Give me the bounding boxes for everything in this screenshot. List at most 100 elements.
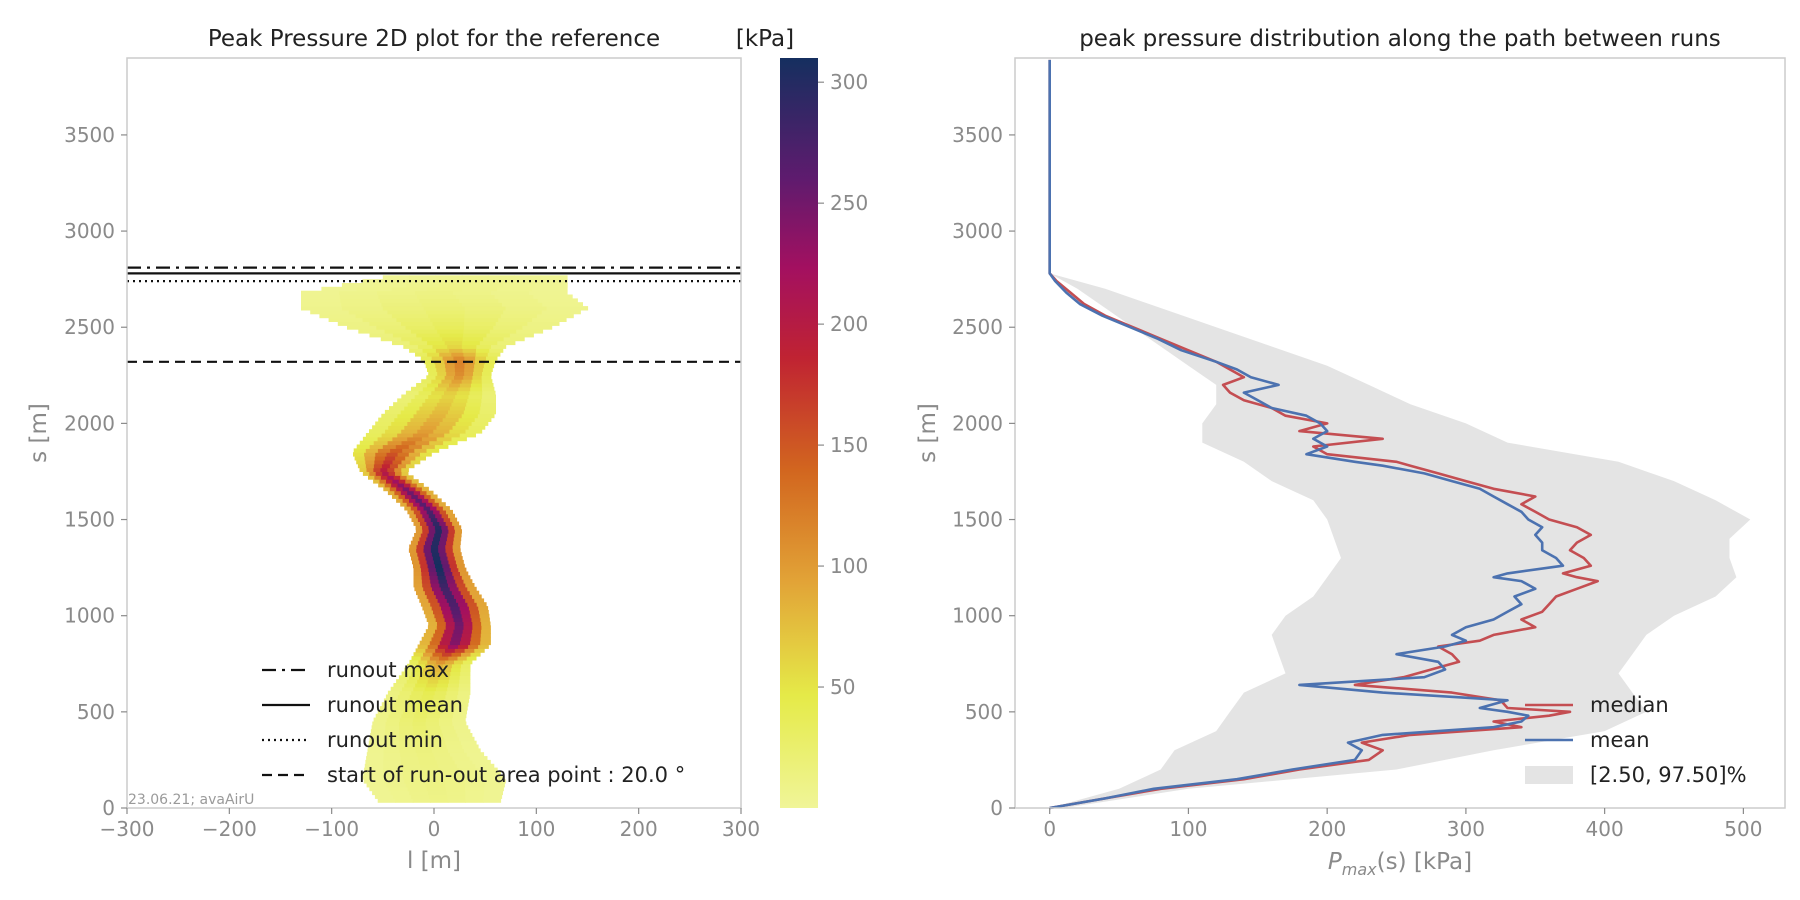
heatmap-cell	[411, 656, 422, 661]
heatmap-cell	[403, 344, 419, 349]
heatmap-cell	[381, 702, 395, 707]
heatmap-cell	[434, 444, 449, 449]
heatmap-cell	[464, 309, 504, 315]
heatmap-cell	[413, 667, 424, 672]
heatmap-cell	[423, 506, 431, 511]
heatmap-cell	[430, 702, 444, 707]
heatmap-cell	[419, 559, 428, 565]
heatmap-cell	[409, 790, 429, 796]
heatmap-cell	[435, 648, 446, 653]
heatmap-cell	[426, 502, 433, 507]
heatmap-cell	[429, 413, 447, 419]
heatmap-cell	[433, 590, 444, 596]
heatmap-cell	[452, 544, 461, 549]
heatmap-cell	[466, 402, 482, 407]
heatmap-cell	[451, 667, 462, 672]
heatmap-cell	[421, 575, 431, 580]
heatmap-cell	[423, 306, 466, 311]
heatmap-cell	[448, 513, 455, 519]
x-tick-label: 100	[517, 817, 555, 841]
heatmap-cell	[400, 475, 408, 480]
heatmap-cell	[426, 683, 438, 688]
heatmap-cell	[432, 556, 441, 561]
heatmap-cell	[340, 298, 381, 303]
heatmap-cell	[434, 525, 442, 530]
heatmap-cell	[444, 617, 455, 622]
heatmap-cell	[417, 429, 434, 434]
heatmap-cell	[459, 433, 476, 438]
percentile-band-area	[1049, 273, 1751, 808]
heatmap-cell	[375, 713, 390, 719]
heatmap-cell	[452, 717, 466, 722]
heatmap-cell	[384, 329, 412, 334]
heatmap-cell	[405, 463, 415, 469]
heatmap-cell	[478, 767, 498, 772]
heatmap-cell	[412, 798, 431, 803]
heatmap-x-axis-label: l [m]	[407, 848, 461, 874]
heatmap-cell	[419, 640, 431, 646]
heatmap-cell	[422, 525, 429, 530]
heatmap-cell	[436, 759, 456, 765]
heatmap-cell	[435, 594, 446, 599]
heatmap-cell	[387, 475, 395, 480]
heatmap-cell	[449, 675, 461, 680]
heatmap-cell	[456, 698, 470, 703]
heatmap-cell	[459, 736, 475, 742]
heatmap-cell	[426, 617, 437, 622]
heatmap-cell	[399, 748, 417, 753]
heatmap-cell	[446, 509, 453, 515]
heatmap-cell	[409, 348, 424, 353]
heatmap-cell	[464, 356, 476, 361]
heatmap-cell	[397, 463, 407, 469]
heatmap-cell	[428, 529, 436, 534]
heatmap-cell	[412, 559, 420, 565]
heatmap-cell	[385, 429, 402, 434]
heatmap-cell	[464, 313, 502, 319]
heatmap-cell	[469, 590, 480, 596]
heatmap-cell	[436, 506, 444, 511]
heatmap-cell	[402, 486, 410, 492]
heatmap-cell	[529, 290, 568, 296]
heatmap-cell	[415, 709, 429, 715]
heatmap-cell	[546, 306, 589, 311]
heatmap-cell	[416, 409, 433, 415]
heatmap-cell	[422, 529, 430, 534]
heatmap-cell	[470, 613, 481, 619]
heatmap-cell	[453, 536, 462, 542]
heatmap-cell	[390, 686, 403, 692]
heatmap-cell	[364, 767, 384, 772]
heatmap-cell	[434, 690, 447, 696]
heatmap-cell	[433, 694, 446, 699]
heatmap-cell	[411, 690, 424, 696]
heatmap-cell	[400, 502, 408, 507]
x-tick-label: 0	[1043, 817, 1056, 841]
heatmap-cell	[458, 386, 471, 392]
heatmap-cell	[427, 659, 437, 665]
x-tick-label: −200	[202, 817, 257, 841]
heatmap-cell	[441, 379, 453, 384]
heatmap-cell	[454, 529, 462, 534]
heatmap-cell	[416, 333, 441, 338]
heatmap-cell	[425, 648, 436, 653]
y-tick-label: 500	[77, 700, 115, 724]
heatmap-cell	[452, 713, 467, 719]
heatmap-cell	[400, 752, 418, 757]
heatmap-cell	[460, 636, 472, 642]
heatmap-cell	[469, 609, 480, 615]
heatmap-cell	[414, 586, 424, 592]
heatmap-cell	[444, 594, 455, 599]
heatmap-cell	[421, 379, 432, 384]
heatmap-cell	[465, 598, 475, 603]
heatmap-cell	[420, 563, 429, 569]
y-tick-label: 3000	[952, 219, 1003, 243]
x-tick-label: 500	[1724, 817, 1762, 841]
heatmap-cell	[440, 556, 449, 561]
heatmap-cell	[392, 459, 403, 465]
heatmap-cell	[382, 471, 390, 476]
heatmap-cell	[405, 479, 413, 484]
line-chart-title: peak pressure distribution along the pat…	[1079, 26, 1721, 52]
heatmap-cell	[459, 767, 479, 772]
heatmap-cell	[410, 483, 418, 488]
heatmap-cell	[443, 613, 454, 619]
heatmap-cell	[370, 729, 386, 734]
